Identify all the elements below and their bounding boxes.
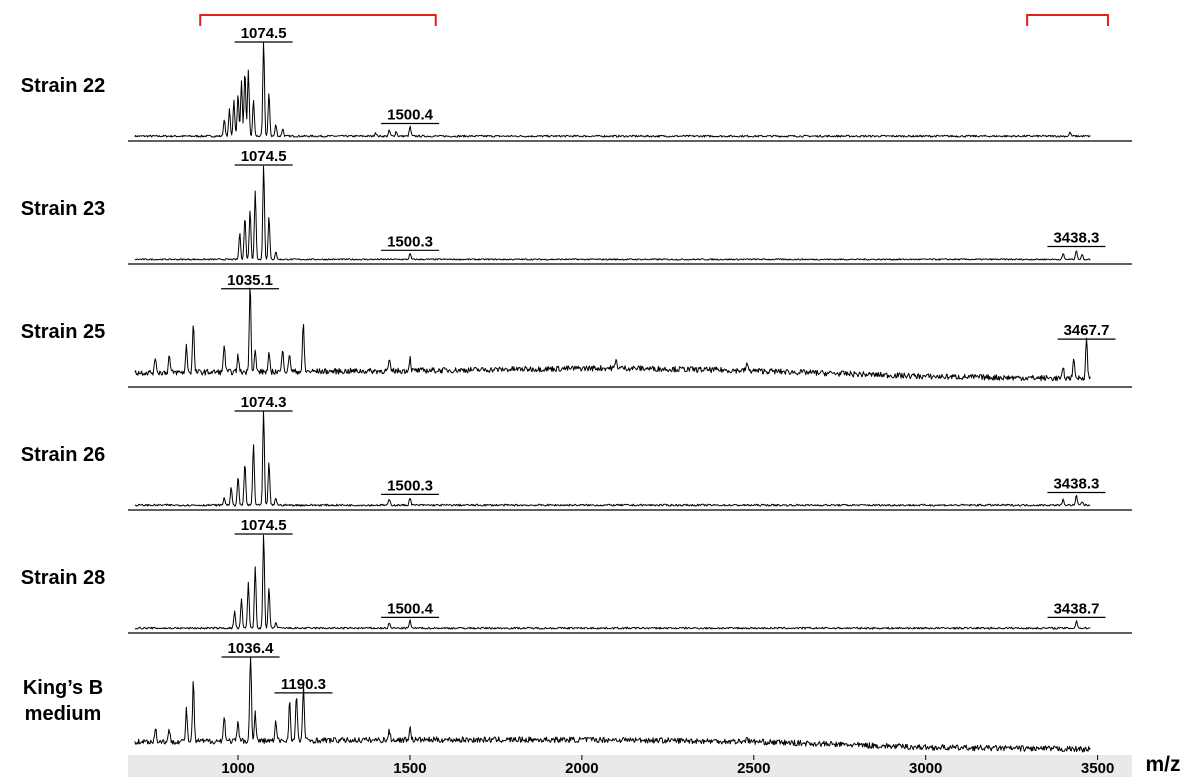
peak-label: 1500.3 [387, 477, 433, 494]
x-tick-label: 3500 [1081, 760, 1114, 777]
peak-label: 3467.7 [1064, 322, 1110, 339]
peak-label: 1074.5 [241, 25, 287, 42]
peak-label: 3438.3 [1053, 476, 1099, 493]
peak-label: 1500.4 [387, 107, 434, 124]
peak-label: 1074.5 [241, 148, 287, 165]
x-tick-label: 1500 [393, 760, 426, 777]
series-label: Strain 26 [21, 444, 105, 466]
spectrum-trace [134, 165, 1091, 261]
spectrum-panel: Strain 26 1074.3 1500.3 3438.3 [21, 394, 1132, 511]
spectrum-panel: King’s B medium 1036.4 1190.3 [23, 640, 1132, 757]
spectrum-trace [134, 287, 1091, 382]
x-tick-label: 1000 [221, 760, 254, 777]
peak-label: 1074.3 [241, 394, 287, 411]
series-label: medium [25, 703, 102, 725]
peak-label: 1036.4 [228, 640, 275, 657]
series-label: Strain 22 [21, 75, 105, 97]
spectrum-panel: Strain 22 1074.5 1500.4 [21, 25, 1132, 142]
spectrum-panel: Strain 23 1074.5 1500.3 3438.3 [21, 148, 1132, 265]
series-label: King’s B [23, 677, 103, 699]
peak-label: 1035.1 [227, 272, 273, 289]
peak-label: 1500.3 [387, 233, 433, 250]
peak-label: 1190.3 [281, 676, 326, 693]
peak-label: 3438.7 [1054, 600, 1100, 617]
spectrum-trace [134, 656, 1091, 753]
x-axis-ticks: 1000 1500 2000 2500 3000 3500 [221, 755, 1114, 777]
x-tick-label: 3000 [909, 760, 942, 777]
spectrum-trace [134, 410, 1091, 507]
x-axis: 1000 1500 2000 2500 3000 3500 m/z [128, 753, 1181, 777]
x-axis-band [128, 755, 1132, 777]
peak-label: 1074.5 [241, 517, 287, 534]
x-axis-title: m/z [1145, 753, 1180, 776]
spectrum-trace [134, 534, 1091, 630]
red-bracket-1 [199, 14, 437, 26]
series-label: Strain 25 [21, 321, 105, 343]
x-tick-label: 2500 [737, 760, 770, 777]
spectrum-panel: Strain 28 1074.5 1500.4 3438.7 [21, 517, 1132, 634]
peak-label: 3438.3 [1053, 230, 1099, 247]
series-label: Strain 23 [21, 198, 105, 220]
panels-layer: Strain 22 1074.5 1500.4 Strain 23 1074.5 1500… [21, 25, 1132, 757]
spectrum-panel: Strain 25 1035.1 3467.7 [21, 272, 1132, 388]
x-tick-label: 2000 [565, 760, 598, 777]
series-label: Strain 28 [21, 567, 105, 589]
spectrum-trace [134, 41, 1091, 138]
red-bracket-2 [1026, 14, 1109, 26]
peak-label: 1500.4 [387, 600, 434, 617]
brackets-layer [199, 14, 1109, 26]
